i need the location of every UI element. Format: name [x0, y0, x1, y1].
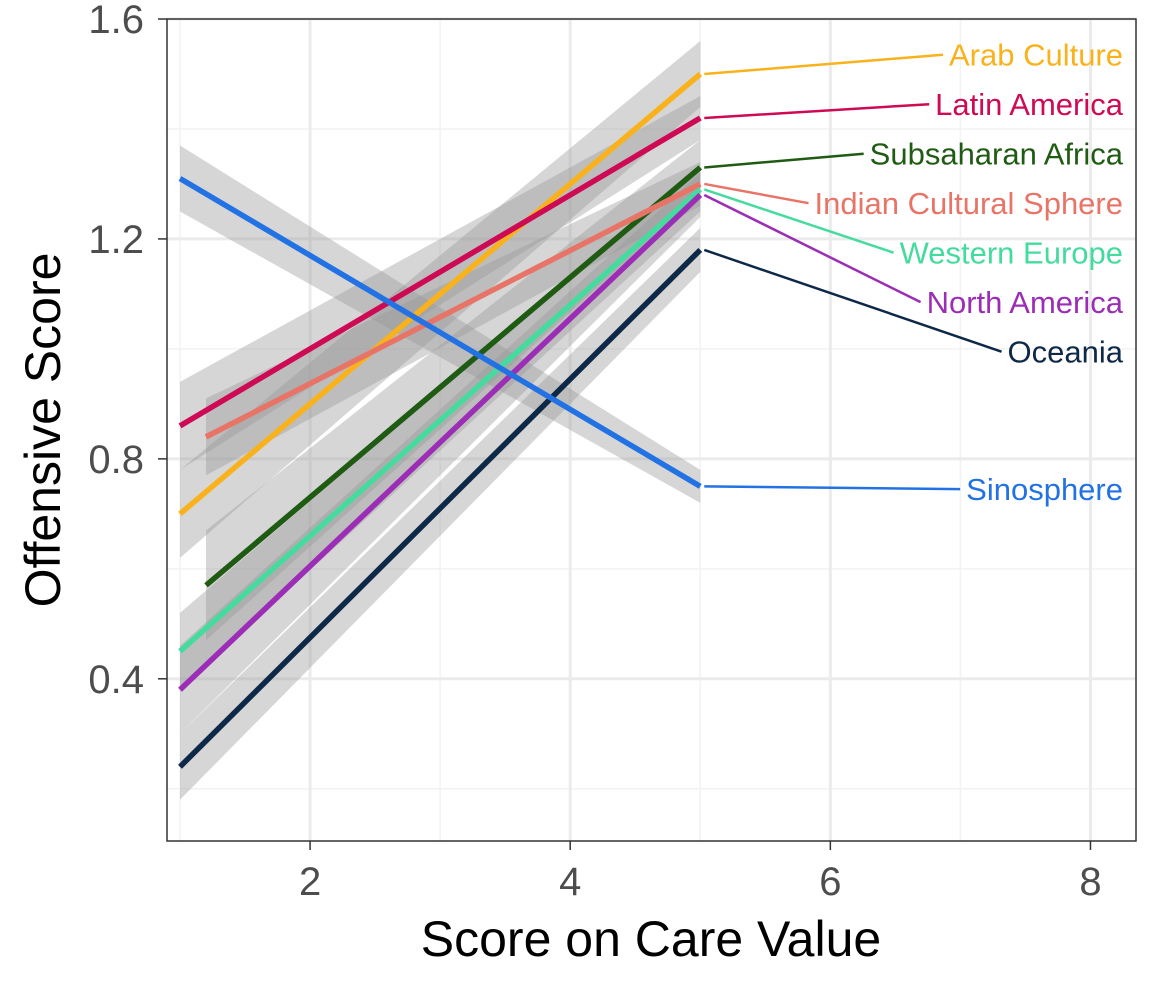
series-line-oceania [178, 247, 703, 769]
series-line-sinosphere [178, 176, 702, 489]
label-leader-western-europe [703, 188, 894, 254]
panel-border [166, 18, 1137, 842]
label-leader-north-america [703, 193, 922, 304]
label-leader-arab-culture [704, 53, 944, 76]
y-tick-label: 1.6 [88, 0, 144, 42]
x-tick-label: 6 [819, 860, 841, 904]
series-line-north-america [178, 192, 703, 692]
grid-minor [167, 19, 1136, 841]
series-label-oceania: Oceania [1008, 335, 1124, 370]
series-line-indian-cultural-sphere [204, 181, 702, 440]
ci-ribbon-latin-america [180, 95, 701, 470]
series-label-western-europe: Western Europe [900, 236, 1123, 271]
y-tick-label: 1.2 [88, 218, 144, 262]
ci-ribbon-sinosphere [180, 145, 701, 503]
ci-ribbon-north-america [180, 172, 701, 734]
x-tick-label: 2 [299, 860, 321, 904]
series-line-arab-culture [178, 71, 703, 516]
series-labels: Arab Culture Latin America Subsaharan Afri… [815, 38, 1124, 507]
series-line-latin-america [178, 115, 702, 429]
series-label-sinosphere: Sinosphere [966, 472, 1123, 507]
x-tick-label: 8 [1079, 860, 1101, 904]
label-leader-subsaharan-africa [704, 152, 864, 169]
panel-background [167, 19, 1136, 841]
label-leader-latin-america [704, 102, 930, 120]
label-leader-sinosphere [704, 485, 961, 491]
y-axis: 0.4 0.8 1.2 1.6 [88, 0, 167, 702]
ci-ribbon-indian-cultural-sphere [206, 161, 701, 476]
series-line-subsaharan-africa [204, 165, 703, 588]
x-axis-title: Score on Care Value [421, 911, 881, 967]
ci-ribbon-western-europe [180, 167, 701, 690]
series-label-subsaharan-africa: Subsaharan Africa [870, 137, 1124, 172]
series-label-latin-america: Latin America [935, 87, 1124, 122]
series-lines [178, 71, 703, 769]
series-line-western-europe [178, 187, 703, 654]
series-label-north-america: North America [927, 285, 1124, 320]
label-leader-oceania [703, 248, 1002, 353]
y-axis-title: Offensive Score [15, 253, 71, 608]
ci-ribbon-oceania [180, 227, 701, 800]
x-axis: 2 4 6 8 [299, 841, 1102, 904]
x-tick-label: 4 [559, 860, 581, 904]
y-tick-label: 0.8 [88, 438, 144, 482]
label-leaders [703, 53, 1002, 491]
ci-ribbon-arab-culture [180, 40, 701, 558]
series-label-arab-culture: Arab Culture [949, 38, 1123, 73]
series-label-indian-cultural-sphere: Indian Cultural Sphere [815, 186, 1123, 221]
y-tick-label: 0.4 [88, 658, 144, 702]
label-leader-indian-cultural-sphere [704, 182, 809, 205]
